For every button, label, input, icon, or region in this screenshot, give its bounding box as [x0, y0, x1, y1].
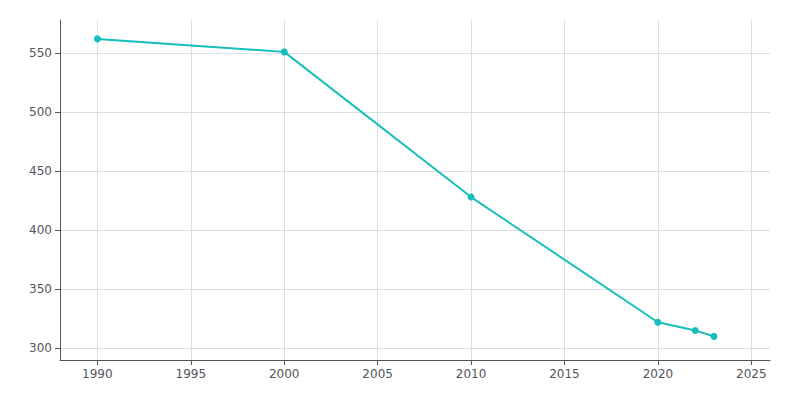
- svg-text:1995: 1995: [176, 367, 207, 381]
- svg-text:2020: 2020: [643, 367, 674, 381]
- svg-text:1990: 1990: [82, 367, 113, 381]
- svg-text:2010: 2010: [456, 367, 487, 381]
- svg-text:500: 500: [29, 105, 52, 119]
- svg-text:2005: 2005: [362, 367, 393, 381]
- svg-text:2015: 2015: [549, 367, 580, 381]
- svg-text:2000: 2000: [269, 367, 300, 381]
- svg-text:550: 550: [29, 46, 52, 60]
- svg-text:350: 350: [29, 282, 52, 296]
- svg-text:450: 450: [29, 164, 52, 178]
- svg-text:300: 300: [29, 341, 52, 355]
- svg-text:2025: 2025: [736, 367, 767, 381]
- svg-text:400: 400: [29, 223, 52, 237]
